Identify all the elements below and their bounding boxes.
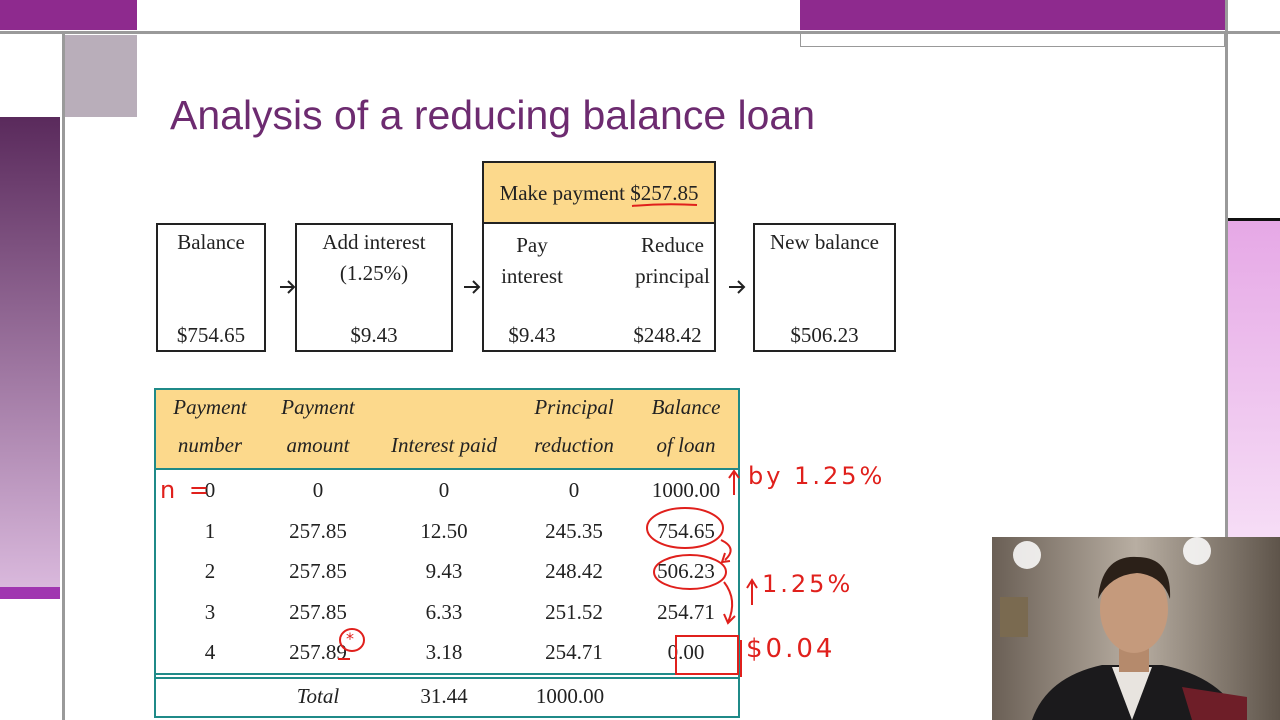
decor [0, 0, 137, 30]
underline [631, 203, 698, 207]
flow-box [753, 223, 896, 352]
table-cell: 254.71 [545, 640, 603, 664]
decor [0, 31, 1280, 34]
light [1013, 541, 1041, 569]
arrow [464, 280, 481, 294]
decor [0, 117, 60, 587]
picture [1000, 597, 1028, 637]
table-cell: 12.50 [420, 518, 468, 543]
arrow [720, 539, 732, 564]
table-cell: 2 [204, 559, 216, 583]
flow-amount: $754.65 [176, 323, 246, 347]
table-header: of loan [656, 433, 716, 457]
arrow [746, 578, 758, 605]
table-cell: 1 [204, 518, 216, 543]
flow-amount: $9.43 [508, 323, 556, 347]
table-header: Balance [651, 395, 721, 419]
flow-rate: (1.25%) [339, 261, 409, 285]
flow-label: Pay interest [501, 233, 563, 288]
flow-box [482, 222, 716, 352]
decor [1228, 218, 1280, 221]
circle [653, 554, 727, 590]
flow-amount: $9.43 [350, 323, 398, 347]
flow-header: Make payment $257.85 [482, 181, 716, 206]
table-cell: 257.85 [289, 559, 347, 583]
table-cell: 254.71 [657, 599, 715, 624]
flow-amount: $506.23 [790, 323, 859, 347]
table-cell: 1000.00 [651, 478, 721, 502]
flow-amount: $257.85 [630, 181, 699, 205]
webcam [992, 537, 1280, 720]
flow-box [156, 223, 266, 352]
flow-label: Add interest [322, 230, 426, 254]
table-cell: 506.23 [657, 559, 715, 583]
flow-label: Balance [177, 230, 245, 254]
table-header: amount [286, 433, 350, 457]
flow-amount: $248.42 [633, 323, 702, 347]
decor [800, 34, 1225, 47]
light [1183, 537, 1211, 565]
table-header: Interest paid [391, 433, 497, 457]
table-total-cell: 1000.00 [535, 684, 605, 708]
table-cell: 257.89 [289, 640, 347, 664]
table-cell: 0 [568, 478, 580, 502]
flow-box [295, 223, 453, 352]
table-cell: 257.85 [289, 518, 347, 543]
circle [339, 628, 365, 652]
table-rule [154, 673, 740, 679]
sleeve [1182, 687, 1247, 720]
table-rule [154, 468, 740, 470]
ink-strokes [280, 203, 758, 677]
table-cell: 0.00 [667, 640, 705, 664]
decor [1228, 221, 1280, 537]
decor [0, 587, 60, 599]
table-cell: 6.33 [425, 599, 463, 624]
annotation: n = [160, 476, 212, 504]
decor [1225, 0, 1228, 720]
arrow [729, 280, 746, 294]
arrow [728, 469, 740, 495]
flow-label: Reduce principal [635, 233, 710, 288]
flow-label: Make payment [499, 181, 625, 205]
table-header: Payment [173, 395, 247, 419]
table-header: reduction [534, 433, 614, 457]
table-header: Principal [534, 395, 614, 419]
table-cell: 245.35 [545, 518, 603, 543]
annotation: 1.25% [762, 570, 854, 598]
flow-label: New balance [769, 230, 880, 254]
decor [65, 35, 137, 117]
table-cell: 251.52 [545, 599, 603, 624]
table-total-cell: 31.44 [420, 684, 468, 708]
table-header: Payment [281, 395, 355, 419]
annotation: $0.04 [746, 634, 836, 664]
table-total-label: Total [296, 684, 340, 708]
table-cell: 754.65 [657, 518, 715, 543]
table-cell: 0 [438, 478, 450, 502]
shirt [1112, 667, 1152, 720]
annotation: by 1.25% [748, 462, 886, 490]
decor [62, 34, 65, 720]
arrow [280, 280, 296, 294]
hair [1098, 556, 1171, 599]
table-cell: 9.43 [425, 559, 463, 583]
table-cell: 3.18 [425, 640, 463, 664]
table-cell: 0 [312, 478, 324, 502]
box [675, 635, 739, 675]
arrow [723, 581, 736, 625]
table-cell: 4 [204, 640, 216, 664]
face [1100, 565, 1168, 653]
table-frame [154, 388, 740, 718]
decor [800, 0, 1225, 30]
table-cell: 257.85 [289, 599, 347, 624]
table-header-bg [154, 388, 740, 469]
table-cell: 0 [204, 478, 216, 502]
slide-title: Analysis of a reducing balance loan [170, 92, 816, 138]
table-cell: 3 [204, 599, 216, 624]
table-header: number [177, 433, 243, 457]
circle [646, 507, 724, 549]
table-cell: 248.42 [545, 559, 603, 583]
annotation: * [346, 629, 357, 648]
